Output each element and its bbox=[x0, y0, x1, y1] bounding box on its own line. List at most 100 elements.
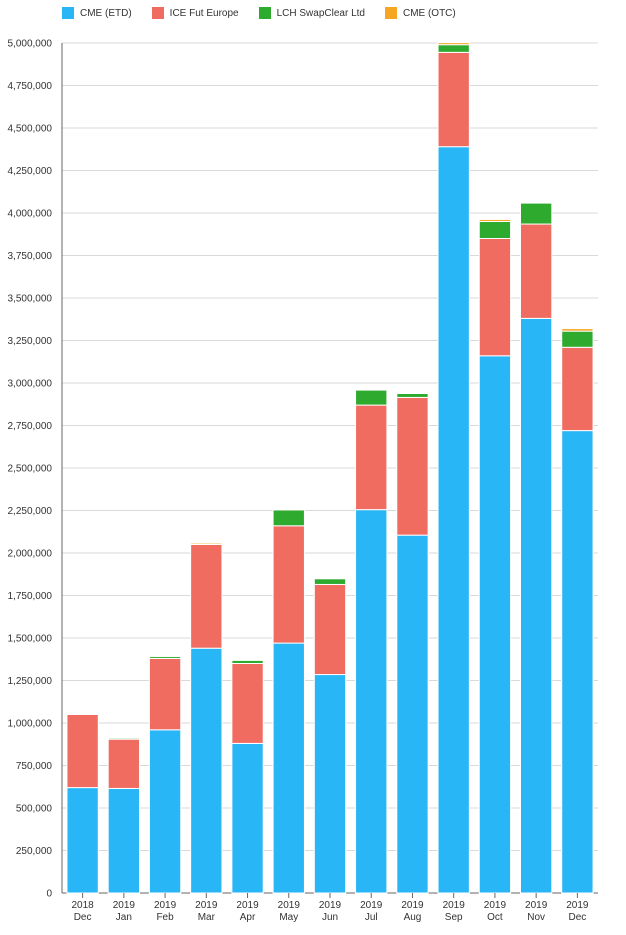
legend-label-lch-swapclear: LCH SwapClear Ltd bbox=[276, 7, 365, 19]
bar-cme-etd bbox=[478, 355, 512, 894]
bar-lch-swapclear bbox=[272, 509, 305, 527]
bar-ice-fut-europe bbox=[190, 544, 223, 649]
x-tick-label-year: 2019 bbox=[195, 900, 218, 911]
bar-ice-fut-europe bbox=[66, 714, 99, 789]
bar-cme-otc bbox=[313, 577, 347, 580]
bar-cme-etd bbox=[437, 146, 470, 894]
bar-cme-etd bbox=[107, 787, 141, 894]
y-tick-label: 2,000,000 bbox=[8, 549, 53, 560]
x-tick-label-month: Mar bbox=[198, 912, 216, 923]
x-tick-label-month: Oct bbox=[487, 912, 503, 923]
bar-ice-fut-europe bbox=[437, 51, 470, 148]
x-tick-label-year: 2019 bbox=[566, 900, 589, 911]
y-tick-label: 250,000 bbox=[16, 846, 53, 857]
y-tick-label: 5,000,000 bbox=[8, 39, 53, 50]
legend-label-cme-etd: CME (ETD) bbox=[80, 7, 132, 19]
bar-ice-fut-europe bbox=[272, 525, 305, 644]
y-tick-label: 3,500,000 bbox=[8, 294, 53, 305]
legend-item-cme-otc[interactable]: CME (OTC) bbox=[384, 7, 456, 19]
legend-label-cme-otc: CME (OTC) bbox=[402, 7, 456, 19]
bar-lch-swapclear bbox=[355, 389, 388, 406]
y-tick-label: 1,000,000 bbox=[8, 719, 53, 730]
x-tick-label-year: 2019 bbox=[484, 900, 507, 911]
x-tick-label-year: 2019 bbox=[113, 900, 136, 911]
y-tick-label: 4,750,000 bbox=[8, 81, 53, 92]
legend-swatch-ice-fut-europe bbox=[151, 7, 164, 19]
x-tick-label-year: 2019 bbox=[278, 900, 301, 911]
bar-cme-otc bbox=[148, 655, 182, 657]
bar-cme-otc bbox=[107, 736, 141, 739]
x-tick-label-month: Dec bbox=[74, 912, 92, 923]
bar-cme-etd bbox=[148, 729, 182, 894]
bar-ice-fut-europe bbox=[107, 738, 141, 789]
x-tick-label-year: 2019 bbox=[401, 900, 424, 911]
legend-item-lch-swapclear[interactable]: LCH SwapClear Ltd bbox=[258, 7, 365, 19]
bar-cme-otc bbox=[478, 218, 512, 223]
bar-ice-fut-europe bbox=[478, 238, 512, 357]
y-tick-label: 2,750,000 bbox=[8, 421, 53, 432]
x-tick-label-month: Jun bbox=[322, 912, 338, 923]
x-tick-label-month: Apr bbox=[240, 912, 256, 923]
y-tick-label: 2,500,000 bbox=[8, 464, 53, 475]
bar-cme-etd bbox=[355, 509, 388, 894]
bar-lch-swapclear bbox=[561, 330, 594, 348]
x-tick-label-year: 2019 bbox=[319, 900, 342, 911]
y-tick-label: 4,250,000 bbox=[8, 166, 53, 177]
y-tick-label: 500,000 bbox=[16, 804, 53, 815]
bar-cme-etd bbox=[396, 534, 429, 894]
bar-lch-swapclear bbox=[313, 578, 347, 585]
y-tick-label: 1,500,000 bbox=[8, 634, 53, 645]
x-tick-label-month: Sep bbox=[445, 912, 463, 923]
bar-ice-fut-europe bbox=[231, 663, 264, 744]
legend-label-ice-fut-europe: ICE Fut Europe bbox=[169, 7, 239, 19]
x-tick-label-month: Feb bbox=[156, 912, 174, 923]
x-tick-label-year: 2019 bbox=[236, 900, 259, 911]
bar-cme-otc bbox=[190, 542, 223, 546]
bar-cme-otc bbox=[272, 508, 305, 511]
x-tick-label-month: Jan bbox=[116, 912, 132, 923]
y-tick-label: 3,000,000 bbox=[8, 379, 53, 390]
bar-cme-otc bbox=[437, 42, 470, 46]
bar-ice-fut-europe bbox=[396, 396, 429, 536]
x-tick-label-year: 2019 bbox=[154, 900, 177, 911]
x-tick-label-year: 2019 bbox=[525, 900, 548, 911]
bar-lch-swapclear bbox=[478, 221, 512, 239]
bar-cme-otc bbox=[231, 659, 264, 661]
bar-cme-etd bbox=[519, 317, 553, 894]
bar-ice-fut-europe bbox=[313, 583, 347, 676]
bar-cme-otc bbox=[519, 201, 553, 204]
bar-ice-fut-europe bbox=[148, 657, 182, 731]
x-tick-label-month: Jul bbox=[365, 912, 378, 923]
bar-ice-fut-europe bbox=[355, 404, 388, 511]
y-tick-label: 0 bbox=[46, 889, 52, 900]
bar-cme-otc bbox=[561, 328, 594, 332]
y-tick-label: 4,500,000 bbox=[8, 124, 53, 135]
x-tick-label-month: Nov bbox=[527, 912, 545, 923]
y-tick-label: 2,250,000 bbox=[8, 506, 53, 517]
y-tick-label: 750,000 bbox=[16, 761, 53, 772]
y-tick-label: 1,250,000 bbox=[8, 676, 53, 687]
y-tick-label: 4,000,000 bbox=[8, 209, 53, 220]
bar-cme-etd bbox=[190, 647, 223, 894]
bar-ice-fut-europe bbox=[561, 346, 594, 432]
x-tick-label-month: Aug bbox=[404, 912, 422, 923]
bar-cme-etd bbox=[231, 742, 264, 894]
legend-item-ice-fut-europe[interactable]: ICE Fut Europe bbox=[151, 7, 239, 19]
legend-item-cme-etd[interactable]: CME (ETD) bbox=[62, 7, 132, 19]
bar-lch-swapclear bbox=[519, 202, 553, 225]
bar-cme-etd bbox=[313, 674, 347, 894]
x-tick-label-year: 2019 bbox=[360, 900, 383, 911]
bar-cme-otc bbox=[396, 392, 429, 394]
legend-swatch-lch-swapclear bbox=[258, 7, 271, 19]
bar-ice-fut-europe bbox=[519, 223, 553, 319]
y-tick-label: 1,750,000 bbox=[8, 591, 53, 602]
x-tick-label-year: 2019 bbox=[443, 900, 466, 911]
bar-cme-etd bbox=[66, 787, 99, 894]
x-tick-label-month: May bbox=[279, 912, 298, 923]
x-tick-label-month: Dec bbox=[568, 912, 586, 923]
legend-swatch-cme-otc bbox=[384, 7, 397, 19]
y-tick-label: 3,250,000 bbox=[8, 336, 53, 347]
bar-cme-etd bbox=[272, 642, 305, 894]
